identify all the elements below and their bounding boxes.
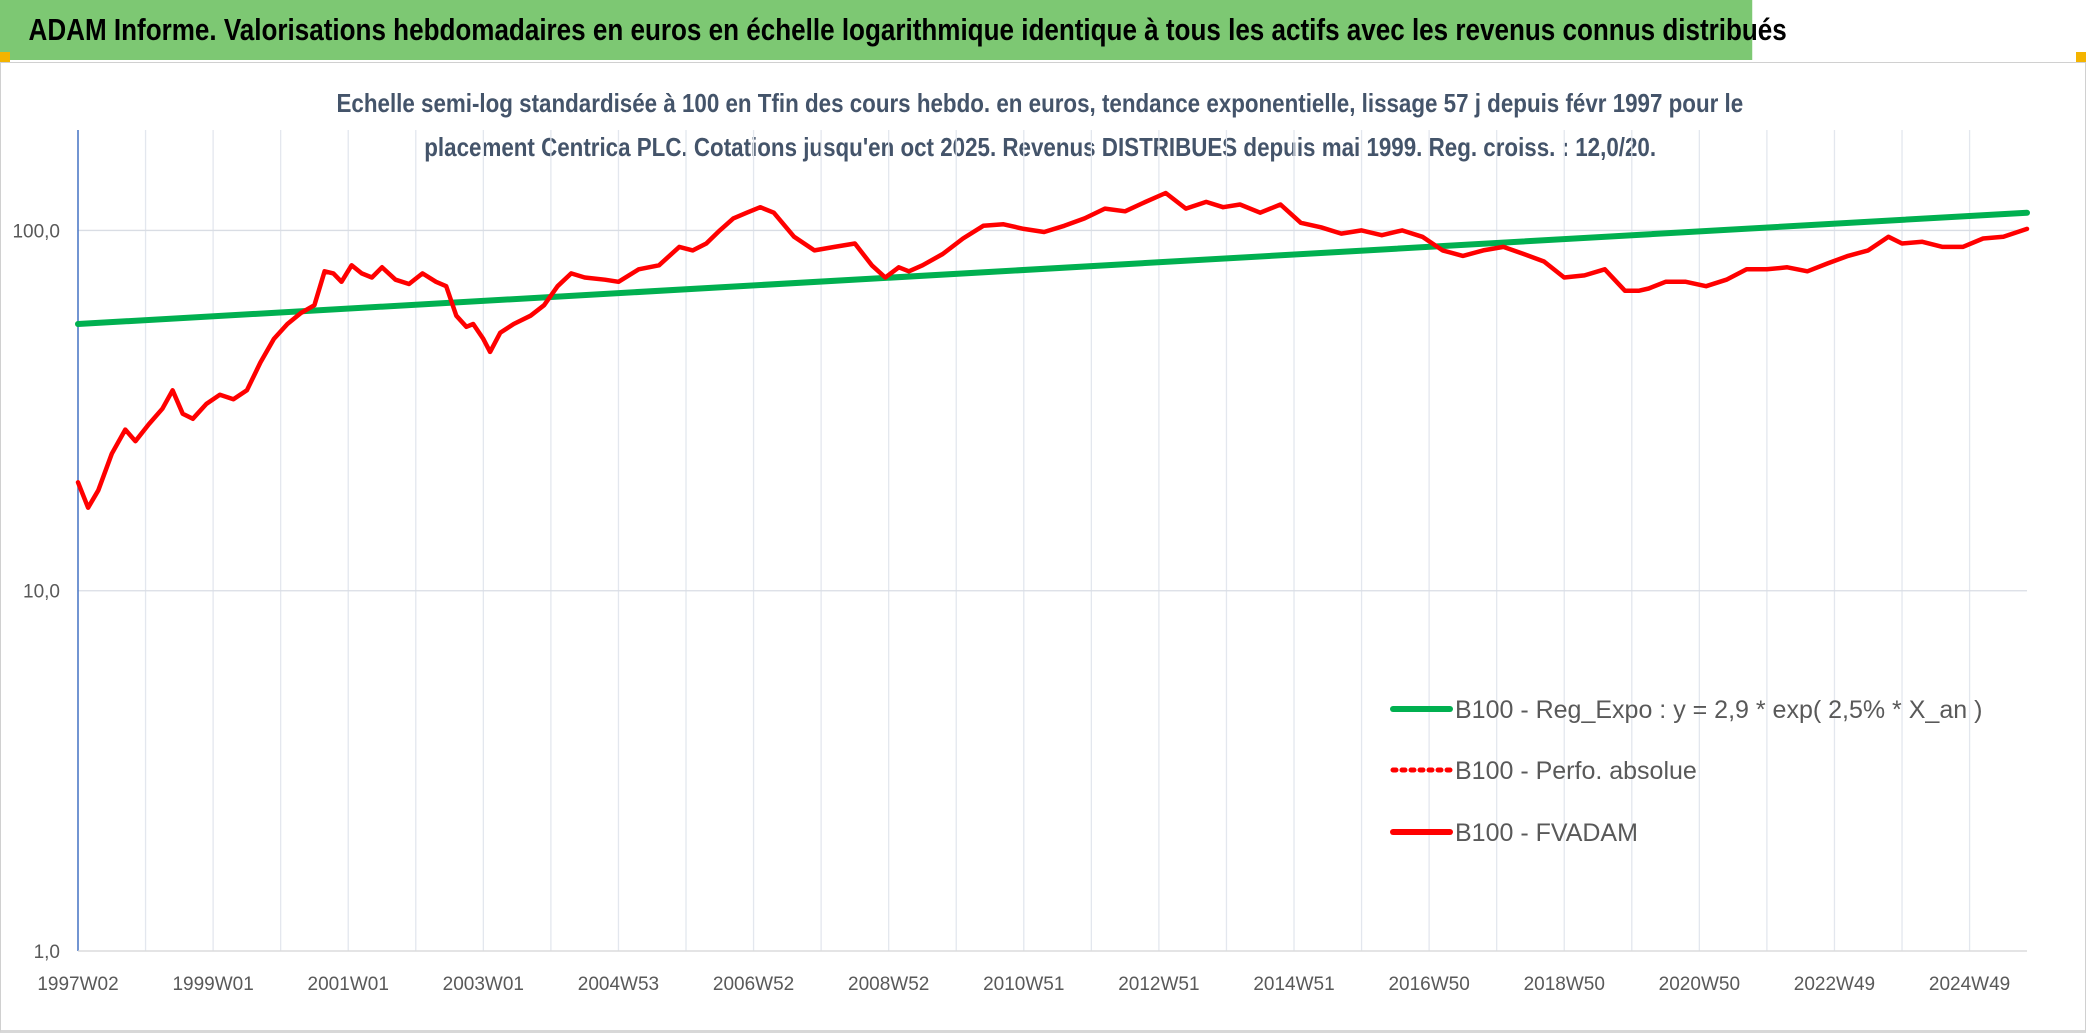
series-regression-line: [75, 209, 2030, 327]
x-tick-label: 2003W01: [443, 974, 524, 995]
tick-labels: 1,0 10,0 100,0 1997W02 1999W01 2001W01 2003W01…: [12, 221, 2010, 995]
x-tick-label: 2016W50: [1388, 974, 1469, 995]
chart-title-line2: placement Centrica PLC. Cotations jusqu'…: [424, 132, 1656, 162]
corner-accent-right: [2076, 52, 2086, 62]
y-tick-label: 10,0: [23, 582, 60, 603]
x-tick-label: 1997W02: [37, 974, 118, 995]
x-tick-label: 2008W52: [848, 974, 929, 995]
x-tick-label: 2020W50: [1659, 974, 1740, 995]
x-tick-label: 2006W52: [713, 974, 794, 995]
series-layer: [75, 190, 2030, 510]
x-tick-label: 2022W49: [1794, 974, 1875, 995]
y-tick-label: 1,0: [34, 942, 60, 963]
x-tick-label: 2014W51: [1253, 974, 1334, 995]
x-tick-label: 2004W53: [578, 974, 659, 995]
legend-label-fvadam: B100 - FVADAM: [1455, 819, 1638, 847]
corner-accent-left: [0, 52, 10, 62]
legend-label-perf-absolue: B100 - Perfo. absolue: [1455, 757, 1697, 785]
x-tick-label: 2010W51: [983, 974, 1064, 995]
gridlines: [78, 130, 2027, 952]
legend-label-regression: B100 - Reg_Expo : y = 2,9 * exp( 2,5% * …: [1455, 696, 1982, 724]
y-tick-label: 100,0: [12, 221, 60, 242]
series-fvadam-line: [75, 190, 2030, 510]
x-tick-label: 2012W51: [1118, 974, 1199, 995]
x-tick-label: 2001W01: [308, 974, 389, 995]
x-tick-label: 2018W50: [1524, 974, 1605, 995]
legend: B100 - Reg_Expo : y = 2,9 * exp( 2,5% * …: [1390, 696, 1982, 847]
report-banner-title: ADAM Informe. Valorisations hebdomadaire…: [0, 0, 1787, 60]
x-tick-label: 1999W01: [172, 974, 253, 995]
x-tick-label: 2024W49: [1929, 974, 2010, 995]
chart-title-line1: Echelle semi-log standardisée à 100 en T…: [336, 88, 1744, 118]
axes: [77, 130, 2027, 952]
